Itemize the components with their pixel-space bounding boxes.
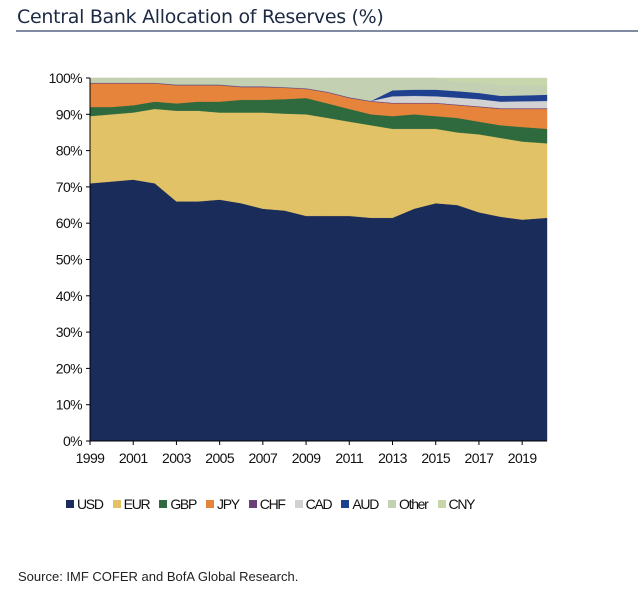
y-tick-label: 40% — [56, 288, 82, 304]
legend-label: CAD — [305, 496, 333, 512]
y-tick-label: 70% — [56, 179, 82, 195]
y-tick-label: 50% — [56, 252, 82, 268]
legend-swatch — [66, 500, 74, 508]
legend-item-usd: USD — [66, 496, 104, 512]
y-tick-label: 10% — [56, 397, 82, 413]
legend-item-eur: EUR — [112, 496, 151, 512]
y-tick-label: 20% — [56, 360, 82, 376]
series-area-usd — [89, 179, 548, 442]
x-tick-label: 2001 — [119, 450, 149, 466]
y-tick-label: 30% — [56, 324, 82, 340]
legend-item-cny: CNY — [437, 496, 476, 512]
legend-swatch — [437, 500, 446, 508]
legend-label: JPY — [217, 496, 240, 512]
legend-label: CNY — [448, 496, 476, 512]
legend-item-gbp: GBP — [159, 496, 197, 512]
legend-item-cad: CAD — [294, 496, 333, 512]
legend-label: GBP — [170, 496, 197, 512]
y-tick-label: 100% — [49, 70, 83, 86]
legend-label: USD — [77, 496, 104, 512]
legend: USD EUR GBP JPY CHF CAD AUD Other CNY — [66, 496, 476, 512]
x-tick-label: 2013 — [378, 450, 408, 466]
legend-swatch — [388, 500, 397, 508]
series-area-cny — [90, 77, 548, 86]
legend-item-other: Other — [388, 496, 429, 512]
x-tick-label: 2009 — [292, 450, 322, 466]
x-tick-label: 1999 — [76, 450, 106, 466]
legend-label: AUD — [352, 496, 379, 512]
x-tick-label: 2017 — [465, 450, 495, 466]
legend-swatch — [159, 500, 168, 508]
x-tick-label: 2011 — [335, 450, 364, 466]
legend-label: CHF — [259, 496, 286, 512]
y-tick-label: 90% — [56, 106, 82, 122]
x-tick-label: 2019 — [508, 450, 538, 466]
y-tick-label: 0% — [63, 433, 82, 449]
x-tick-label: 2003 — [162, 450, 192, 466]
title-rule — [16, 30, 638, 32]
legend-swatch — [341, 500, 350, 508]
legend-swatch — [248, 500, 257, 508]
y-tick-label: 60% — [56, 215, 82, 231]
legend-item-aud: AUD — [341, 496, 379, 512]
legend-swatch — [294, 500, 303, 508]
x-tick-label: 2005 — [205, 450, 235, 466]
legend-label: Other — [399, 496, 429, 512]
x-tick-label: 2015 — [421, 450, 451, 466]
legend-swatch — [206, 500, 215, 508]
y-tick-label: 80% — [56, 143, 82, 159]
x-tick-label: 2007 — [248, 450, 278, 466]
chart-title: Central Bank Allocation of Reserves (%) — [17, 6, 384, 28]
legend-label: EUR — [123, 496, 151, 512]
legend-item-chf: CHF — [248, 496, 286, 512]
legend-swatch — [112, 500, 121, 508]
legend-item-jpy: JPY — [206, 496, 240, 512]
source-note: Source: IMF COFER and BofA Global Resear… — [18, 569, 299, 584]
